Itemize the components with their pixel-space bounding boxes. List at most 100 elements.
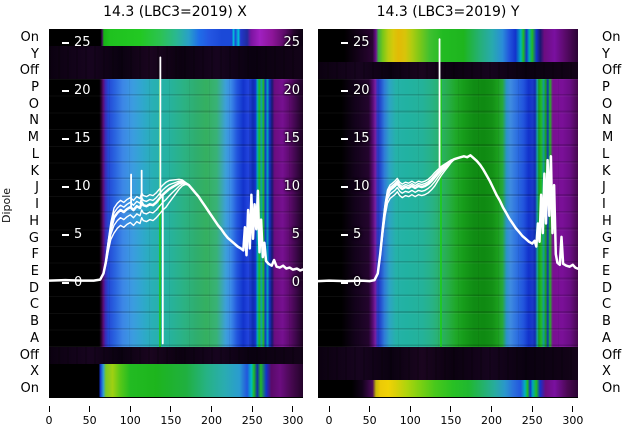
row-label-m-6: M [27,130,39,146]
y-tick-mark [62,281,69,284]
row-label-l-7: L [31,146,39,162]
heat-band-4 [318,380,578,397]
x-tick-label-150: 150 [160,414,182,427]
x-tick-label-300: 300 [282,414,304,427]
y-tick-mark [341,137,348,140]
row-label-j-9: J [602,180,606,196]
row-label-x-20: X [602,364,611,380]
row-label-l-7: L [602,146,610,162]
y-tick-mark [62,233,69,236]
x-tick-label-100: 100 [119,414,141,427]
row-label-on-21: On [20,381,39,397]
y-tick-label-5: 5 [341,227,361,243]
curve-strand [318,154,578,282]
row-label-d-15: D [28,280,39,296]
row-label-m-6: M [602,130,614,146]
x-tick-mark-100 [129,406,131,412]
x-tick-mark-0 [48,406,50,412]
white-curve-overlay [318,38,578,283]
x-tick-label-0: 0 [45,414,53,427]
x-axis-panel-y: 0 50 100 150 200 250 300 [318,406,583,436]
x-tick-label-300: 300 [562,414,584,427]
row-label-e-14: E [30,263,39,279]
row-label-off-19: Off [602,347,622,363]
row-label-p-3: P [31,79,39,95]
x-tick-mark-0 [328,406,330,412]
row-label-off-2: Off [602,63,622,79]
heat-band-texture [49,346,303,365]
curve-strand [49,183,303,282]
x-tick-mark-300 [292,406,294,412]
heat-band-texture [49,45,303,80]
y-tick-label-20: 20 [62,83,91,99]
white-curve-overlay [49,56,303,345]
heat-band-texture [318,346,578,381]
y-tick-label-10: 10 [341,179,370,195]
y-tick-mark [341,89,348,92]
x-tick-mark-250 [531,406,533,412]
y-tick-label-right-25: 25 [283,35,300,50]
x-tick-mark-150 [450,406,452,412]
curve-strand [318,154,578,283]
curve-strand [49,183,303,282]
row-label-n-5: N [29,113,39,129]
x-tick-label-250: 250 [521,414,543,427]
row-label-e-14: E [602,263,611,279]
curve-strand [49,180,303,282]
x-tick-mark-50 [369,406,371,412]
x-tick-label-150: 150 [440,414,462,427]
y-tick-mark [341,233,348,236]
row-label-o-4: O [28,96,39,112]
row-label-on-0: On [602,29,621,45]
y-tick-mark [62,89,69,92]
y-tick-label-15: 15 [341,131,370,147]
panel-x-title: 14.3 (LBC3=2019) X [103,4,247,20]
panel-y-title: 14.3 (LBC3=2019) Y [376,4,520,20]
x-tick-mark-150 [170,406,172,412]
y-tick-mark [341,281,348,284]
x-tick-label-50: 50 [82,414,97,427]
row-label-d-15: D [602,280,613,296]
x-tick-mark-100 [409,406,411,412]
x-tick-label-200: 200 [201,414,223,427]
row-label-k-8: K [30,163,39,179]
row-label-on-21: On [602,381,621,397]
heat-band-4 [49,363,303,397]
x-tick-mark-50 [89,406,91,412]
row-label-c-16: C [602,297,612,313]
x-tick-label-100: 100 [399,414,421,427]
heat-band-texture [318,62,578,80]
y-tick-label-0: 0 [341,275,361,291]
y-tick-label-right-20: 20 [283,83,300,98]
heat-band-1 [318,62,578,80]
row-label-f-13: F [602,247,610,263]
row-label-f-13: F [31,247,39,263]
row-label-i-10: I [602,197,606,213]
heatmap-panel-y: 0 5 10 15 20 25 [318,29,578,398]
y-tick-mark [62,41,69,44]
row-label-on-0: On [20,29,39,45]
y-tick-label-0: 0 [62,275,82,291]
x-tick-mark-200 [211,406,213,412]
row-label-a-18: A [602,330,611,346]
curve-strand [49,180,303,282]
row-label-o-4: O [602,96,613,112]
heat-band-3 [318,346,578,381]
heatmap-panel-x: 0 0 5 5 10 10 15 15 20 20 25 25 [49,29,303,398]
y-tick-label-10: 10 [62,179,91,195]
heat-band-0 [49,29,303,47]
y-tick-label-right-5: 5 [291,227,300,242]
x-tick-label-250: 250 [241,414,263,427]
x-tick-label-50: 50 [362,414,377,427]
y-tick-label-right-0: 0 [291,275,300,290]
y-tick-label-25: 25 [62,35,91,51]
heat-band-1 [49,45,303,80]
y-tick-mark [62,185,69,188]
y-tick-mark [341,41,348,44]
row-label-p-3: P [602,79,610,95]
row-label-y-1: Y [602,46,610,62]
x-tick-label-200: 200 [481,414,503,427]
y-tick-label-5: 5 [62,227,82,243]
curve-strand [318,154,578,282]
